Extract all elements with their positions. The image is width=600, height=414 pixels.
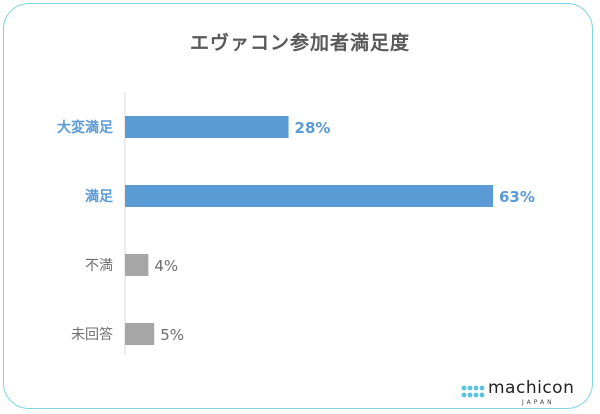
bar-0 (125, 116, 289, 138)
dots-logo-icon (461, 385, 485, 398)
value-label-0: 28% (295, 119, 331, 137)
category-label-0: 大変満足 (57, 119, 114, 136)
bar-3 (125, 323, 155, 345)
category-label-1: 満足 (85, 188, 114, 205)
brand-sub: JAPAN (522, 399, 555, 406)
value-label-2: 4% (154, 257, 178, 275)
chart-title: エヴァコン参加者満足度 (189, 32, 410, 54)
category-label-2: 不満 (85, 258, 113, 274)
brand-logo: machicon JAPAN (458, 378, 588, 408)
bar-2 (125, 254, 149, 276)
brand-name: machicon (488, 378, 575, 398)
value-label-1: 63% (499, 188, 535, 206)
bar-1 (125, 185, 493, 207)
value-label-3: 5% (160, 326, 184, 344)
category-label-3: 未回答 (71, 326, 113, 343)
